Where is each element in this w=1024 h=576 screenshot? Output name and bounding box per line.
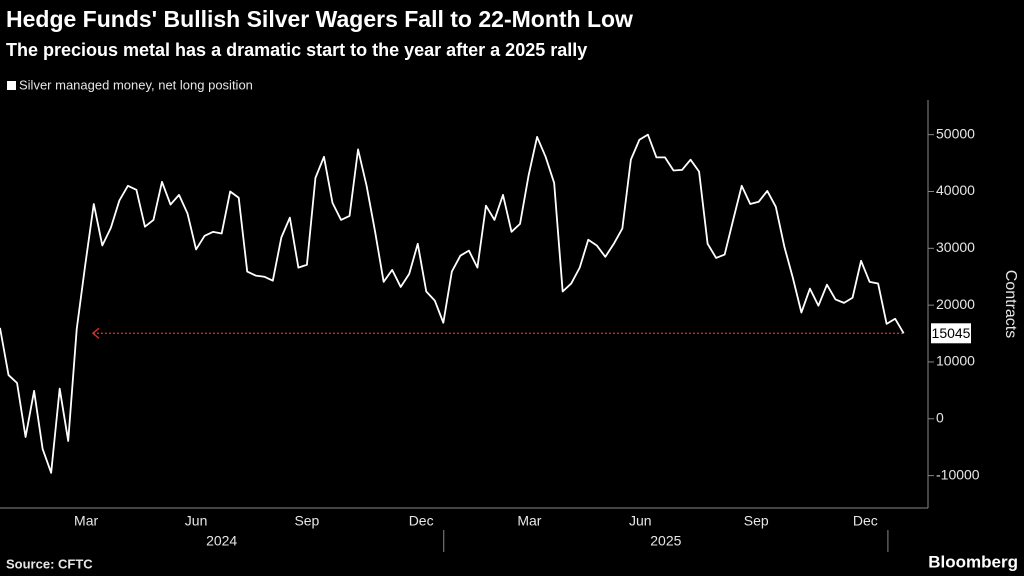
reference-arrowhead — [91, 327, 100, 339]
x-tick-label: Dec — [853, 513, 878, 529]
x-year-label: 2024 — [206, 533, 237, 549]
x-tick-label: Mar — [517, 513, 541, 529]
x-tick-label: Jun — [185, 513, 208, 529]
y-tick-label: 10000 — [936, 353, 975, 369]
last-value-box — [931, 323, 971, 344]
x-tick-label: Dec — [409, 513, 434, 529]
x-tick-label: Sep — [744, 513, 769, 529]
chart-subtitle: The precious metal has a dramatic start … — [6, 40, 587, 60]
x-tick-label: Mar — [74, 513, 98, 529]
chart-title: Hedge Funds' Bullish Silver Wagers Fall … — [6, 6, 633, 32]
y-tick-label: 30000 — [936, 239, 975, 255]
source: Source: CFTC — [6, 556, 93, 571]
y-tick-label: 50000 — [936, 125, 975, 141]
brand: Bloomberg — [928, 552, 1018, 571]
x-year-label: 2025 — [650, 533, 681, 549]
x-tick-label: Sep — [294, 513, 319, 529]
x-tick-label: Jun — [629, 513, 652, 529]
last-value-label: 15045 — [932, 325, 971, 341]
y-axis-label: Contracts — [1002, 270, 1019, 338]
y-tick-label: -10000 — [936, 466, 980, 482]
y-tick-label: 20000 — [936, 296, 975, 312]
y-tick-label: 0 — [936, 409, 944, 425]
y-tick-label: 40000 — [936, 182, 975, 198]
legend-swatch — [7, 81, 16, 90]
series-line — [0, 133, 905, 474]
legend-label: Silver managed money, net long position — [19, 77, 253, 92]
